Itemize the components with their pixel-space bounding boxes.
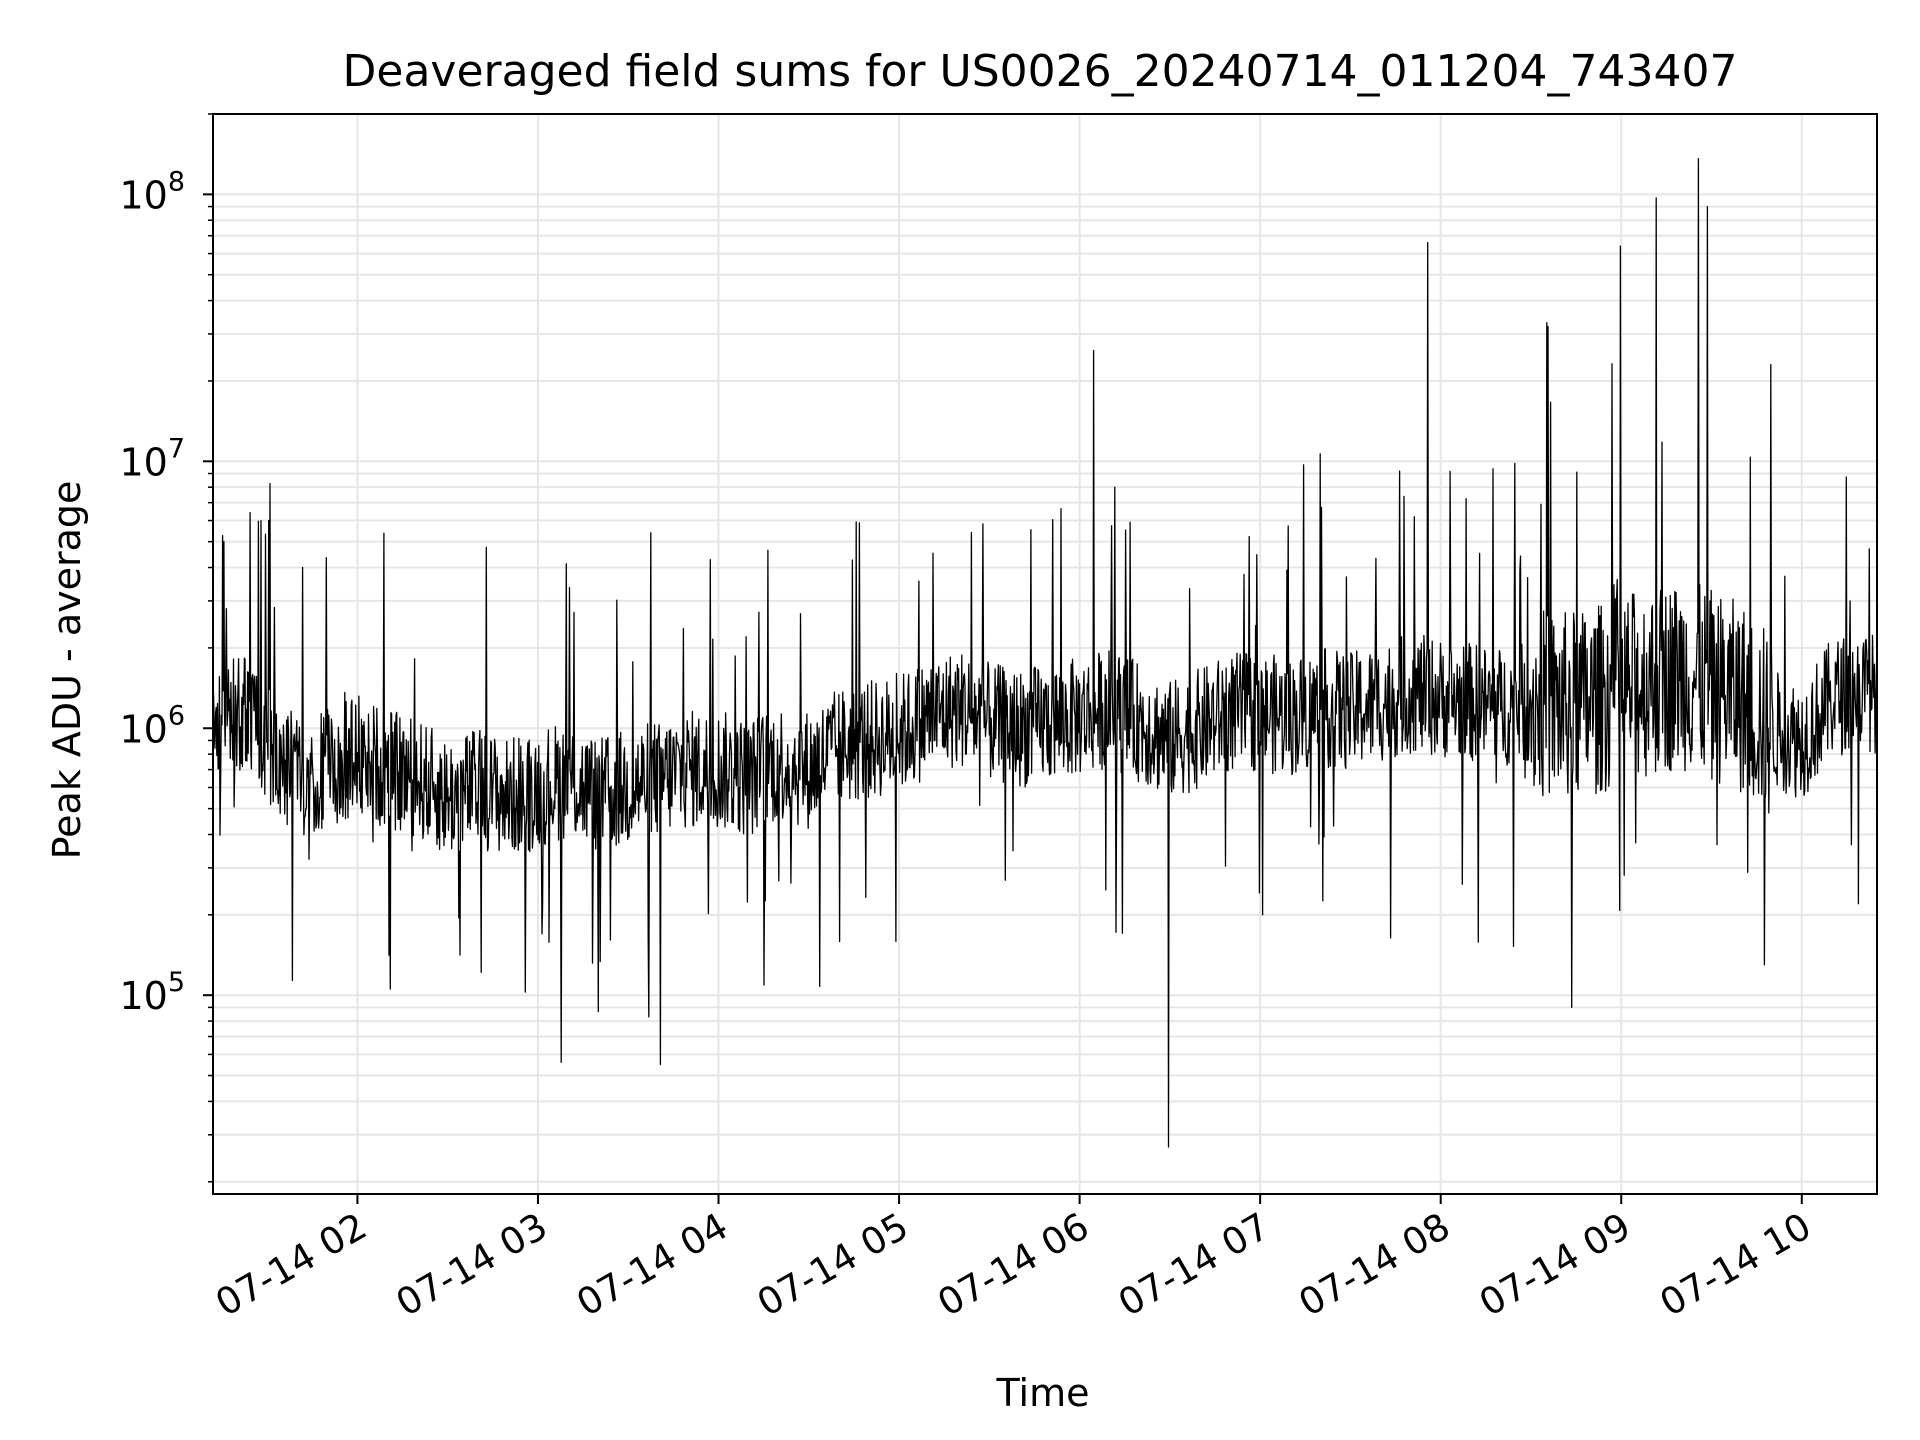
y-axis-label: Peak ADU - average xyxy=(45,481,89,860)
plot-frame xyxy=(212,113,1878,1195)
y-axis: 105 106 107 108 xyxy=(119,113,213,1183)
series-line xyxy=(212,158,1878,1148)
y-tick-label: 108 xyxy=(119,166,185,217)
data-line xyxy=(212,158,1878,1148)
y-tick-label: 105 xyxy=(119,967,185,1018)
x-axis-label: Time xyxy=(996,1371,1090,1415)
y-tick-label: 106 xyxy=(119,700,185,751)
chart-title: Deaveraged field sums for US0026_2024071… xyxy=(343,46,1738,97)
grid xyxy=(213,113,1877,1194)
y-tick-label: 107 xyxy=(119,433,185,484)
